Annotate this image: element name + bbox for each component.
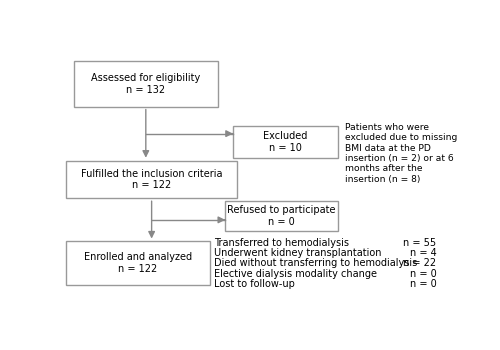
FancyBboxPatch shape [74, 61, 218, 107]
FancyBboxPatch shape [66, 241, 210, 285]
Text: Fulfilled the inclusion criteria
n = 122: Fulfilled the inclusion criteria n = 122 [81, 169, 223, 190]
Text: Died without transferring to hemodialysis: Died without transferring to hemodialysi… [214, 258, 417, 268]
Text: n = 22: n = 22 [404, 258, 436, 268]
Text: Lost to follow-up: Lost to follow-up [214, 279, 294, 289]
Text: Excluded
n = 10: Excluded n = 10 [263, 131, 308, 153]
FancyBboxPatch shape [66, 161, 237, 198]
Text: n = 55: n = 55 [404, 238, 436, 248]
Text: n = 4: n = 4 [410, 248, 436, 258]
Text: Underwent kidney transplantation: Underwent kidney transplantation [214, 248, 381, 258]
Text: n = 0: n = 0 [410, 279, 436, 289]
Text: Refused to participate
n = 0: Refused to participate n = 0 [227, 205, 336, 227]
Text: Patients who were
excluded due to missing
BMI data at the PD
insertion (n = 2) o: Patients who were excluded due to missin… [346, 123, 458, 184]
Text: Elective dialysis modality change: Elective dialysis modality change [214, 268, 376, 279]
Text: n = 0: n = 0 [410, 268, 436, 279]
Text: Enrolled and analyzed
n = 122: Enrolled and analyzed n = 122 [84, 252, 192, 274]
FancyBboxPatch shape [225, 201, 338, 231]
FancyBboxPatch shape [233, 126, 338, 158]
Text: Transferred to hemodialysis: Transferred to hemodialysis [214, 238, 348, 248]
Text: Assessed for eligibility
n = 132: Assessed for eligibility n = 132 [91, 73, 200, 94]
